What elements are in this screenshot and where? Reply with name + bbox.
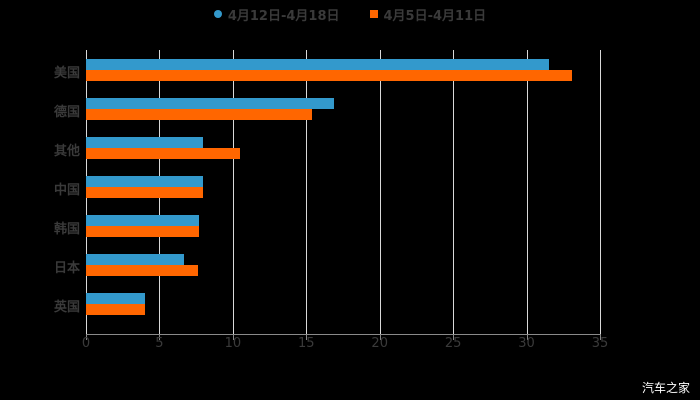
bar[interactable]	[86, 59, 549, 70]
x-tick-label: 5	[155, 336, 164, 351]
gridline	[600, 50, 601, 334]
bar[interactable]	[86, 265, 198, 276]
x-tick-label: 10	[224, 336, 242, 351]
x-tick-label: 25	[444, 336, 462, 351]
axis-tick	[159, 334, 161, 340]
axis-tick	[453, 334, 455, 340]
category-label: 美国	[53, 66, 80, 81]
gridline	[453, 50, 455, 334]
square-marker-icon	[369, 10, 378, 18]
x-tick-label: 0	[81, 336, 91, 351]
legend-label: 4月5日-4月11日	[383, 8, 487, 24]
axis-tick	[600, 334, 601, 340]
category-label: 中国	[53, 183, 80, 198]
gridline	[379, 50, 381, 334]
bar[interactable]	[86, 293, 145, 304]
legend-item-series-1[interactable]: 4月12日-4月18日	[213, 4, 340, 24]
category-label: 德国	[53, 105, 80, 120]
gridline	[306, 50, 308, 334]
axis-tick	[526, 334, 528, 340]
legend-item-series-2[interactable]: 4月5日-4月11日	[369, 4, 487, 24]
x-axis-line	[86, 334, 600, 335]
bar[interactable]	[86, 137, 204, 148]
bar[interactable]	[86, 254, 185, 265]
legend-label: 4月12日-4月18日	[227, 8, 340, 24]
bar[interactable]	[86, 109, 313, 120]
x-tick-label: 30	[518, 336, 535, 351]
bar[interactable]	[86, 98, 335, 109]
bar[interactable]	[86, 176, 204, 187]
bar[interactable]	[86, 148, 241, 159]
circle-marker-icon	[213, 10, 222, 18]
category-label: 日本	[53, 261, 80, 276]
category-label: 韩国	[53, 222, 80, 237]
bar[interactable]	[86, 226, 200, 237]
x-tick-label: 15	[298, 336, 315, 351]
category-label: 其他	[53, 144, 80, 159]
x-tick-label: 35	[591, 336, 609, 351]
x-tick-label: 20	[371, 336, 388, 351]
gridline	[526, 50, 528, 334]
bar[interactable]	[86, 304, 145, 315]
axis-tick	[379, 334, 381, 340]
bar[interactable]	[86, 187, 204, 198]
chart-legend: 4月12日-4月18日 4月5日-4月11日	[0, 4, 700, 24]
axis-tick	[232, 334, 234, 340]
category-label: 英国	[53, 300, 80, 315]
watermark: 汽车之家	[641, 381, 690, 395]
bar[interactable]	[86, 215, 200, 226]
gridline	[232, 50, 234, 334]
axis-tick	[306, 334, 308, 340]
bar[interactable]	[86, 70, 573, 81]
axis-tick	[86, 334, 87, 340]
